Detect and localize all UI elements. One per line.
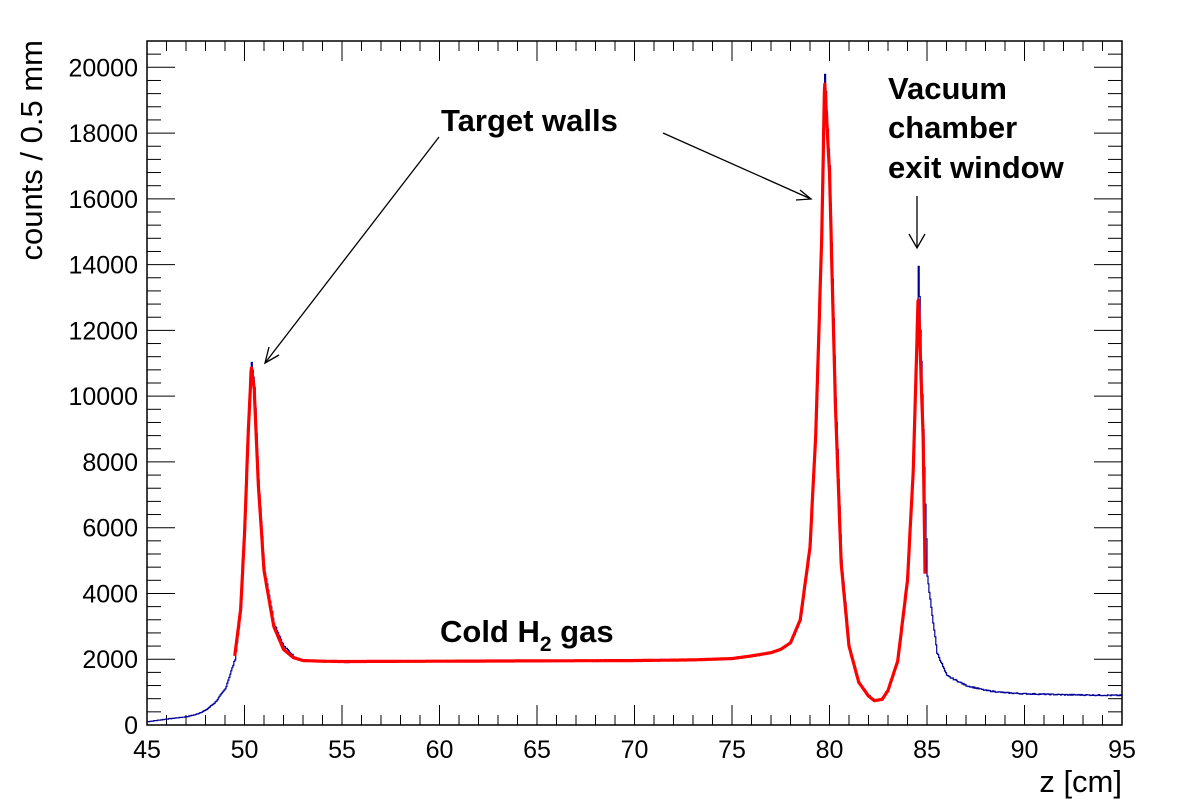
y-tick-label: 18000 [68, 120, 138, 148]
x-tick-label: 75 [718, 736, 746, 764]
x-tick-label: 80 [816, 736, 844, 764]
y-tick-label: 12000 [68, 317, 138, 345]
x-tick-label: 85 [913, 736, 941, 764]
x-tick-label: 90 [1011, 736, 1039, 764]
y-tick-label: 8000 [82, 449, 138, 477]
x-tick-label: 95 [1108, 736, 1136, 764]
arrow-target-walls-right [662, 132, 813, 201]
plot-area [147, 73, 1123, 723]
x-tick-labels: 45 50 55 60 65 70 75 80 85 90 95 [133, 736, 1136, 764]
x-tick-label: 55 [328, 736, 356, 764]
annotation-exit-window: exit window [888, 150, 1065, 185]
arrow-target-walls-left [263, 136, 440, 365]
annotation-target-walls: Target walls [441, 103, 618, 138]
annotation-chamber: chamber [888, 110, 1017, 145]
y-tick-label: 10000 [68, 383, 138, 411]
y-tick-label: 2000 [82, 646, 138, 674]
y-tick-labels: 0 2000 4000 6000 8000 10000 12000 14000 16000 180… [68, 54, 138, 740]
annotation-cold-h2-gas: Cold H2 gas [440, 614, 614, 656]
x-tick-label: 60 [426, 736, 454, 764]
y-tick-label: 6000 [82, 515, 138, 543]
fit-series [233, 82, 927, 703]
x-tick-label: 65 [523, 736, 551, 764]
x-tick-label: 70 [621, 736, 649, 764]
y-tick-label: 16000 [68, 186, 138, 214]
y-tick-label: 0 [124, 712, 138, 740]
x-tick-label: 50 [231, 736, 259, 764]
y-axis-title: counts / 0.5 mm [14, 40, 49, 261]
arrow-exit-window [908, 196, 926, 250]
y-tick-label: 14000 [68, 252, 138, 280]
y-tick-label: 20000 [68, 54, 138, 82]
annotation-vacuum: Vacuum [888, 71, 1007, 106]
plot-frame [146, 40, 1123, 726]
x-axis-title: z [cm] [1039, 764, 1122, 799]
y-tick-label: 4000 [82, 580, 138, 608]
x-tick-label: 45 [133, 736, 161, 764]
